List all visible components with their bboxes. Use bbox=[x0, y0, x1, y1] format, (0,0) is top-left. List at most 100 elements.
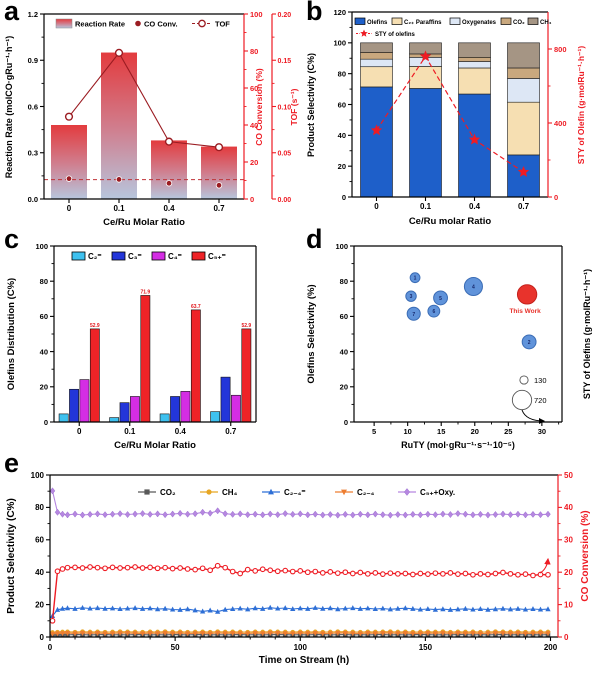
bar bbox=[69, 388, 79, 423]
marker-triangle-down bbox=[410, 631, 416, 637]
label: 0.0 bbox=[28, 195, 38, 204]
marker-circle-open bbox=[349, 570, 356, 577]
panel-letter-d: d bbox=[306, 224, 323, 254]
label: 100 bbox=[31, 471, 45, 480]
marker-circle-open bbox=[417, 570, 424, 577]
co-conv-point bbox=[65, 175, 73, 182]
axis-label-x: Ce/Ru Molar Ratio bbox=[103, 217, 185, 228]
marker-triangle-up bbox=[215, 608, 221, 614]
bar bbox=[58, 413, 69, 423]
bar bbox=[130, 396, 140, 423]
marker-circle-open bbox=[49, 617, 56, 624]
marker-circle-open bbox=[455, 571, 461, 577]
bar-segment bbox=[360, 58, 393, 68]
marker-circle-open bbox=[319, 569, 326, 576]
marker-circle-open bbox=[297, 568, 304, 574]
label: 50 bbox=[171, 643, 180, 652]
bar-segment bbox=[409, 88, 442, 198]
marker-circle-open bbox=[132, 564, 138, 570]
label: 0.7 bbox=[225, 427, 237, 436]
marker-diamond bbox=[274, 511, 281, 519]
bar bbox=[170, 396, 180, 423]
marker-circle-open bbox=[394, 570, 401, 577]
bar-segment bbox=[409, 66, 442, 89]
marker-triangle-up bbox=[440, 606, 446, 612]
bubble bbox=[521, 334, 537, 350]
marker-triangle-down bbox=[485, 631, 491, 637]
marker-circle-open bbox=[267, 567, 274, 574]
label: 0 bbox=[48, 643, 53, 652]
bar-segment bbox=[507, 67, 540, 79]
axis-label-right: STY of Olefins (g·molRu⁻¹·h⁻¹) bbox=[582, 269, 592, 399]
marker-triangle-down bbox=[177, 631, 183, 636]
bar bbox=[231, 394, 241, 423]
marker-circle-open bbox=[342, 569, 349, 576]
marker-diamond bbox=[297, 510, 303, 518]
marker-triangle-down bbox=[282, 631, 288, 637]
legend: CO₂ CH₄ C₂₋₄⁼ C₂₋₄ C₅₊+Oxy. bbox=[138, 488, 455, 497]
bar-segment bbox=[458, 93, 491, 198]
marker-triangle-up bbox=[147, 605, 153, 611]
bar bbox=[180, 391, 191, 423]
marker-triangle-up bbox=[507, 606, 514, 612]
marker-circle-open bbox=[387, 570, 394, 577]
label: 0.10 bbox=[278, 104, 292, 111]
marker-circle-open bbox=[282, 567, 289, 574]
label: 1 bbox=[414, 276, 417, 282]
label: CO₂ bbox=[513, 20, 525, 26]
marker-diamond bbox=[485, 511, 491, 519]
marker-diamond bbox=[222, 510, 228, 518]
marker-triangle-up bbox=[245, 606, 251, 612]
marker-circle-open bbox=[515, 571, 521, 578]
marker-triangle-up bbox=[79, 604, 86, 610]
marker-triangle-down bbox=[94, 631, 101, 636]
marker-triangle-up bbox=[365, 605, 371, 611]
label: 80 bbox=[250, 47, 258, 56]
marker-diamond bbox=[507, 511, 514, 519]
label: 0.00 bbox=[278, 197, 292, 204]
marker-triangle-up bbox=[102, 605, 108, 611]
marker-diamond bbox=[94, 510, 101, 518]
marker-diamond bbox=[357, 510, 364, 518]
marker-diamond bbox=[49, 487, 56, 495]
marker-triangle-down bbox=[312, 631, 318, 636]
marker-circle-open bbox=[207, 567, 214, 574]
bar bbox=[140, 295, 151, 423]
marker-triangle-down bbox=[500, 631, 506, 636]
marker-diamond bbox=[327, 511, 334, 519]
marker-triangle-up bbox=[387, 606, 393, 612]
marker-circle-open bbox=[545, 571, 551, 578]
marker-triangle-up bbox=[267, 604, 273, 610]
marker-diamond bbox=[169, 510, 176, 518]
marker-diamond bbox=[259, 511, 266, 519]
marker-circle-open bbox=[222, 564, 229, 571]
bar-segment bbox=[360, 66, 393, 88]
label: 100 bbox=[333, 39, 346, 48]
marker-triangle-down bbox=[87, 631, 93, 637]
marker-triangle-down bbox=[267, 630, 273, 636]
marker-diamond bbox=[102, 511, 108, 519]
marker-circle-open bbox=[87, 564, 93, 570]
marker-diamond bbox=[395, 511, 401, 519]
marker-triangle-down bbox=[545, 631, 551, 637]
marker-triangle-up bbox=[117, 606, 123, 612]
marker-diamond bbox=[184, 510, 191, 518]
axis-label-x: Ce/Ru Molar Ratio bbox=[114, 440, 196, 451]
marker-circle-open bbox=[199, 565, 206, 572]
axis-label-co: CO Conversion (%) bbox=[254, 68, 264, 146]
grouped-bars: 52.9 71.9 63.7 52.9 bbox=[58, 289, 251, 423]
label: 0.1 bbox=[124, 427, 136, 436]
bubble bbox=[409, 272, 421, 284]
marker-triangle-up bbox=[237, 605, 243, 611]
legend: Reaction Rate CO Conv. TOF bbox=[55, 18, 230, 29]
marker-diamond bbox=[372, 510, 379, 518]
marker-diamond bbox=[244, 511, 251, 519]
marker-triangle-down bbox=[252, 631, 258, 636]
marker-triangle-up bbox=[447, 606, 454, 612]
marker-diamond bbox=[470, 511, 476, 519]
co-conv-point bbox=[165, 180, 173, 187]
label: 5 bbox=[372, 427, 376, 436]
marker-triangle-down bbox=[147, 631, 153, 636]
marker-diamond bbox=[109, 510, 116, 518]
label: C₅₊⁼ bbox=[208, 252, 226, 261]
